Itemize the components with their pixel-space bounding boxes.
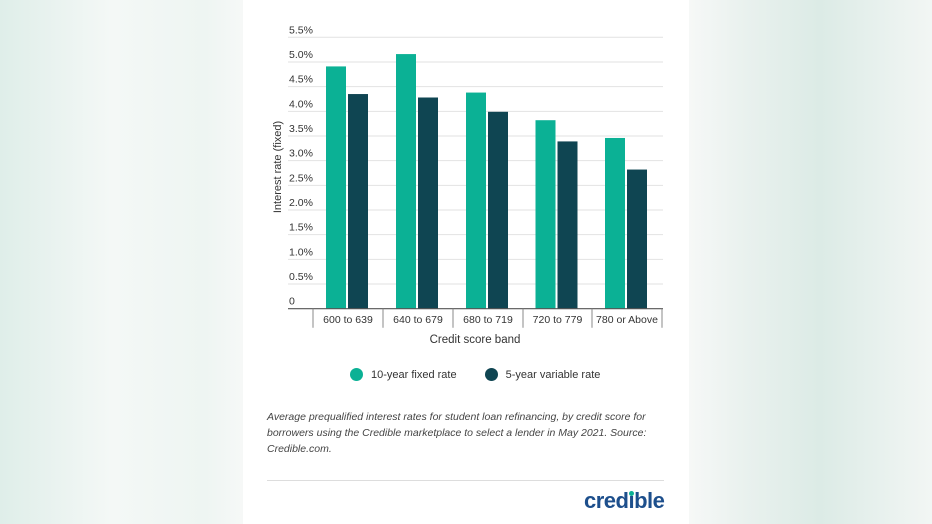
y-tick-label: 2.5% [289, 172, 313, 184]
y-tick-label: 1.0% [289, 246, 313, 258]
y-axis-label: Interest rate (fixed) [272, 121, 284, 213]
bar-5-year-variable [557, 141, 578, 309]
legend-label-10-year: 10-year fixed rate [371, 368, 457, 381]
legend-label-5-year: 5-year variable rate [505, 368, 601, 381]
bar-10-year-fixed [535, 120, 556, 309]
legend: 10-year fixed rate 5-year variable rate [350, 368, 600, 381]
y-tick-label: 1.5% [289, 222, 313, 234]
bar-5-year-variable [418, 97, 438, 309]
divider [267, 480, 664, 481]
y-tick-label: 3.5% [289, 123, 313, 135]
y-tick-label: 3.0% [289, 148, 313, 160]
bar-5-year-variable [348, 94, 368, 309]
y-tick-label: 4.0% [289, 98, 313, 110]
y-tick-label: 4.5% [289, 74, 313, 86]
bar-5-year-variable [488, 111, 508, 309]
x-tick-label: 640 to 679 [393, 314, 443, 326]
x-axis-label: Credit score band [430, 334, 521, 346]
chart-caption: Average prequalified interest rates for … [267, 411, 647, 455]
bar-10-year-fixed [396, 54, 416, 309]
bar-5-year-variable [627, 169, 647, 309]
credible-logo: credı ble [584, 488, 665, 513]
y-tick-label: 0 [289, 296, 295, 308]
y-tick-label: 5.5% [289, 24, 313, 36]
x-tick-label: 780 or Above [596, 314, 658, 326]
legend-item-5-year: 5-year variable rate [484, 368, 601, 381]
y-tick-label: 0.5% [289, 271, 313, 283]
y-tick-label: 5.0% [289, 49, 313, 61]
bar-10-year-fixed [605, 137, 625, 309]
x-tick-label: 600 to 639 [323, 314, 373, 326]
x-tick-label: 720 to 779 [533, 314, 583, 326]
bar-10-year-fixed [326, 66, 346, 309]
legend-swatch-10-year [350, 368, 363, 381]
legend-item-10-year: 10-year fixed rate [350, 368, 457, 381]
bar-10-year-fixed [466, 92, 486, 309]
legend-swatch-5-year [484, 368, 498, 381]
x-tick-label: 680 to 719 [463, 314, 513, 326]
y-tick-label: 2.0% [289, 197, 313, 209]
